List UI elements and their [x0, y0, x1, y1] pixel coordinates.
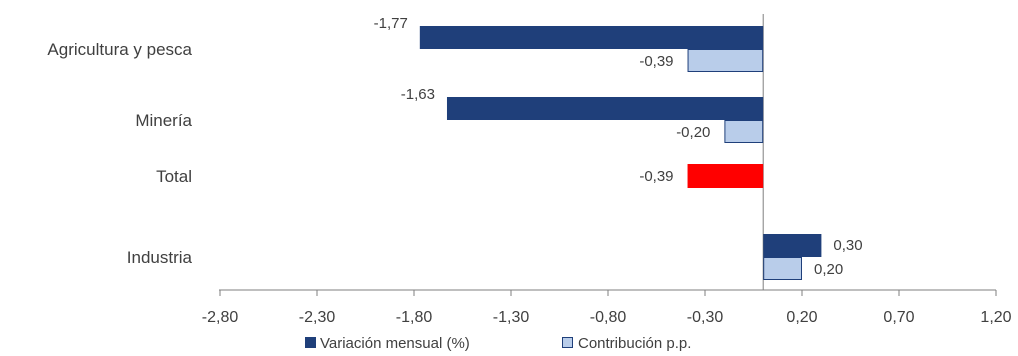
legend-label-contribucion: Contribución p.p.	[578, 335, 691, 352]
x-tick-label: -0,80	[590, 309, 627, 326]
bar-contribucion	[724, 120, 764, 143]
legend-label-variacion: Variación mensual (%)	[320, 335, 470, 352]
legend-swatch-variacion	[305, 337, 316, 348]
x-tick-label: -2,30	[299, 309, 336, 326]
category-label: Minería	[135, 111, 192, 130]
data-label-contribucion: -0,39	[639, 53, 673, 70]
data-label-contribucion: -0,20	[676, 124, 710, 141]
bar-variacion-mensual	[446, 97, 764, 120]
category-label: Total	[156, 167, 192, 186]
legend-swatch-contribucion	[562, 337, 573, 348]
bar-contribucion	[687, 49, 764, 72]
x-tick-label: 0,70	[883, 309, 914, 326]
data-label-variacion: -1,63	[401, 86, 435, 103]
bar-contribucion	[763, 257, 803, 280]
bar-variacion-mensual	[419, 26, 764, 49]
data-label-total: -0,39	[639, 168, 673, 185]
x-tick-label: -1,80	[396, 309, 433, 326]
data-label-variacion: 0,30	[833, 237, 862, 254]
x-tick-label: 1,20	[980, 309, 1011, 326]
category-label: Agricultura y pesca	[47, 40, 192, 59]
x-tick-label: 0,20	[786, 309, 817, 326]
data-label-contribucion: 0,20	[814, 261, 843, 278]
x-tick-label: -2,80	[202, 309, 239, 326]
category-label: Industria	[127, 248, 193, 267]
x-tick-label: -1,30	[493, 309, 530, 326]
data-label-variacion: -1,77	[374, 15, 408, 32]
bar-total	[687, 164, 764, 188]
bar-variacion-mensual	[763, 234, 822, 257]
x-tick-label: -0,30	[687, 309, 724, 326]
